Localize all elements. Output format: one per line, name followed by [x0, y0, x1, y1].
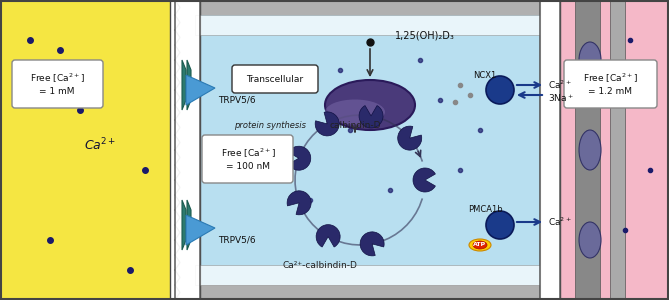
Wedge shape [288, 146, 311, 170]
Ellipse shape [579, 130, 601, 170]
Text: Ca$^{2+}$: Ca$^{2+}$ [548, 216, 572, 228]
Wedge shape [316, 225, 340, 247]
Polygon shape [182, 60, 186, 110]
Text: 1,25(OH)₂D₃: 1,25(OH)₂D₃ [395, 30, 455, 40]
Text: calbindin-D: calbindin-D [329, 121, 381, 130]
Text: Free [Ca$^{2+}$]
= 1 mM: Free [Ca$^{2+}$] = 1 mM [29, 71, 84, 97]
Text: TRPV5/6: TRPV5/6 [218, 236, 256, 244]
Text: Ca$^{2+}$: Ca$^{2+}$ [548, 79, 572, 91]
Polygon shape [187, 200, 191, 250]
Polygon shape [187, 60, 191, 110]
Polygon shape [195, 15, 540, 35]
Ellipse shape [325, 80, 415, 130]
Ellipse shape [486, 211, 514, 239]
Polygon shape [610, 0, 625, 300]
Text: Free [Ca$^{2+}$]
= 1.2 mM: Free [Ca$^{2+}$] = 1.2 mM [583, 71, 638, 97]
Ellipse shape [325, 100, 385, 124]
Wedge shape [359, 106, 383, 128]
Polygon shape [186, 215, 215, 245]
FancyBboxPatch shape [555, 0, 669, 300]
FancyBboxPatch shape [564, 60, 657, 108]
Polygon shape [170, 0, 200, 300]
Polygon shape [175, 0, 555, 300]
Polygon shape [182, 200, 186, 250]
Wedge shape [315, 112, 339, 136]
FancyBboxPatch shape [202, 135, 293, 183]
Ellipse shape [473, 241, 487, 249]
Polygon shape [540, 0, 560, 300]
Text: ATP: ATP [474, 242, 486, 247]
Ellipse shape [486, 76, 514, 104]
FancyBboxPatch shape [12, 60, 103, 108]
Ellipse shape [469, 239, 491, 251]
Text: Free [Ca$^{2+}$]
= 100 nM: Free [Ca$^{2+}$] = 100 nM [221, 146, 276, 172]
Polygon shape [186, 75, 215, 105]
Polygon shape [575, 0, 600, 300]
Wedge shape [287, 191, 311, 215]
Wedge shape [360, 232, 384, 256]
Text: PMCA1b: PMCA1b [468, 206, 502, 214]
Text: Ca$^{2+}$: Ca$^{2+}$ [84, 137, 116, 153]
Text: Ca²⁺-calbindin-D: Ca²⁺-calbindin-D [282, 260, 357, 269]
Text: protein synthesis: protein synthesis [234, 121, 306, 130]
Ellipse shape [579, 222, 601, 258]
Polygon shape [540, 0, 560, 300]
Ellipse shape [579, 42, 601, 78]
FancyBboxPatch shape [232, 65, 318, 93]
Text: Transcellular: Transcellular [246, 74, 304, 83]
Text: NCX1: NCX1 [474, 70, 496, 80]
Polygon shape [195, 265, 540, 285]
Polygon shape [195, 15, 540, 285]
FancyBboxPatch shape [0, 0, 175, 300]
Text: TRPV5/6: TRPV5/6 [218, 95, 256, 104]
Wedge shape [397, 126, 421, 150]
Polygon shape [175, 0, 200, 300]
Text: 3Na$^+$: 3Na$^+$ [548, 92, 574, 104]
Wedge shape [413, 168, 436, 192]
